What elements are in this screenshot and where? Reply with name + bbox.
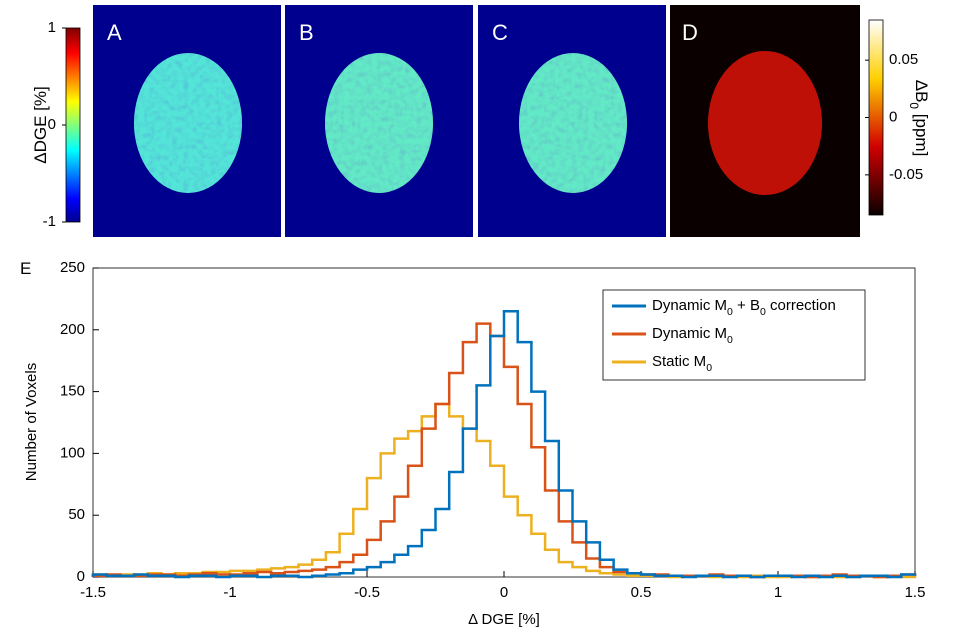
y-tick-label: 250 bbox=[60, 259, 85, 276]
x-tick-label: -0.5 bbox=[354, 584, 380, 601]
panel-label: C bbox=[492, 20, 508, 45]
x-tick-label: 0 bbox=[500, 584, 508, 601]
brain-texture bbox=[134, 53, 242, 193]
brain-texture bbox=[325, 53, 433, 193]
colorbar-tick-label: 0.05 bbox=[889, 51, 918, 68]
x-axis-label: Δ DGE [%] bbox=[468, 611, 540, 628]
colorbar-tick-label: 0 bbox=[889, 108, 897, 125]
brain-texture bbox=[708, 51, 822, 195]
colorbar-tick-label: 0 bbox=[48, 116, 56, 133]
colorbar-right bbox=[869, 20, 883, 215]
x-tick-label: 0.5 bbox=[631, 584, 652, 601]
y-tick-label: 200 bbox=[60, 321, 85, 338]
x-tick-label: 1.5 bbox=[905, 584, 926, 601]
y-tick-label: 100 bbox=[60, 444, 85, 461]
brain-image: B bbox=[285, 5, 473, 237]
colorbar-tick-label: 1 bbox=[48, 19, 56, 36]
panel-label: E bbox=[20, 259, 31, 278]
brain-image: A bbox=[93, 5, 281, 237]
panel-label: D bbox=[682, 20, 698, 45]
y-tick-label: 0 bbox=[77, 568, 85, 585]
figure: A B C D ΔDGE [%] ΔB0 [ppm] E Δ DGE [%] N… bbox=[0, 0, 971, 634]
colorbar-label: ΔB0 [ppm] bbox=[907, 80, 931, 157]
panel-label: A bbox=[107, 20, 122, 45]
panel-label: B bbox=[299, 20, 314, 45]
x-tick-label: 1 bbox=[774, 584, 782, 601]
colorbar-left bbox=[66, 28, 80, 222]
y-tick-label: 150 bbox=[60, 383, 85, 400]
y-axis-label: Number of Voxels bbox=[23, 363, 40, 481]
image-panels: A B C D bbox=[93, 5, 860, 237]
y-tick-label: 50 bbox=[68, 506, 85, 523]
brain-image: C bbox=[478, 5, 666, 237]
x-tick-label: -1 bbox=[223, 584, 236, 601]
x-tick-label: -1.5 bbox=[80, 584, 106, 601]
brain-texture bbox=[519, 53, 627, 193]
colorbar-tick-label: -0.05 bbox=[889, 166, 923, 183]
colorbar-tick-label: -1 bbox=[43, 213, 56, 230]
b0-image: D bbox=[670, 5, 860, 237]
